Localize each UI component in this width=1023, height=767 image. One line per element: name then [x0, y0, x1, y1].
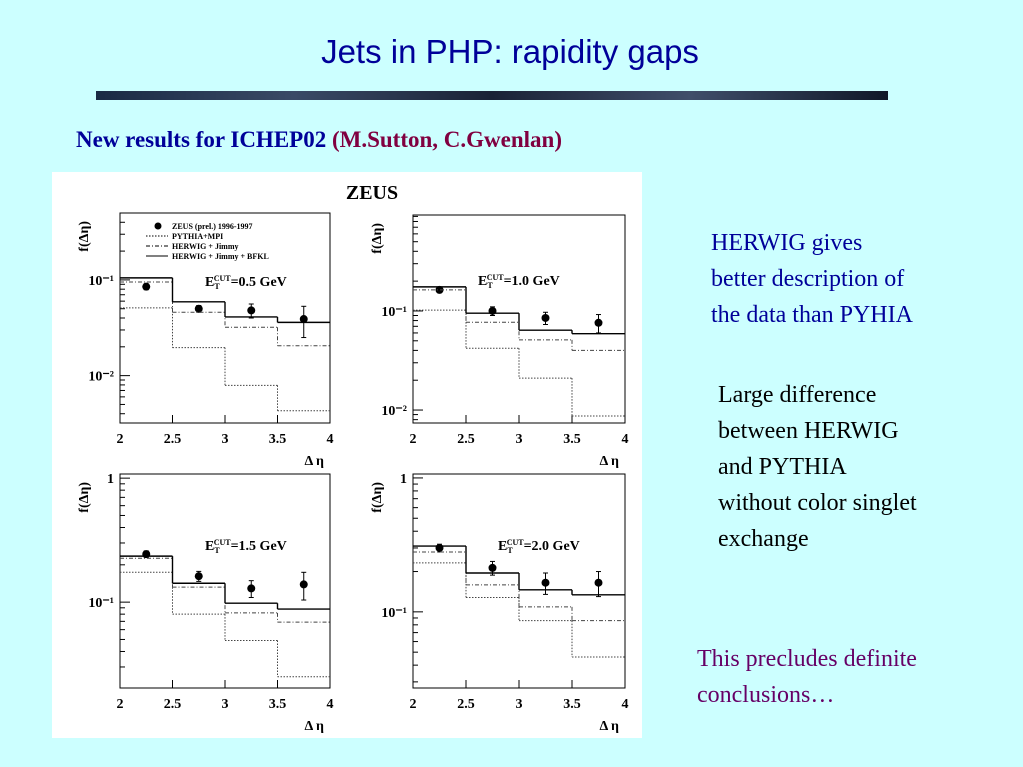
annotation: ETCUT=1.5 GeV: [205, 538, 287, 555]
y-axis-label: f(Δη): [77, 482, 92, 513]
data-point: [488, 563, 497, 572]
y-axis-label: f(Δη): [370, 482, 385, 513]
x-tick-label: 3.5: [563, 432, 581, 447]
x-tick-label: 2.5: [457, 432, 475, 447]
x-axis-label: Δ η: [305, 719, 325, 734]
note-line: the data than PYHIA: [711, 302, 914, 328]
data-point: [247, 584, 256, 593]
annotation-sup: CUT: [487, 273, 505, 282]
annotation-sub: T: [507, 546, 513, 555]
title-rule: [96, 91, 888, 100]
annotation-sup: CUT: [507, 538, 525, 547]
data-point: [594, 578, 603, 587]
annotation-sup: CUT: [214, 274, 232, 283]
subtitle-authors: (M.Sutton, C.Gwenlan): [332, 127, 562, 152]
note-line: This precludes definite: [697, 646, 917, 672]
data-point: [142, 282, 151, 291]
note-line: HERWIG gives: [711, 230, 862, 256]
annotation-sub: T: [214, 546, 220, 555]
x-tick-label: 3.5: [563, 697, 581, 712]
x-tick-label: 2.5: [457, 697, 475, 712]
x-tick-label: 3: [516, 697, 523, 712]
annotation-text: =1.0 GeV: [504, 274, 560, 289]
y-tick-label: 1: [107, 472, 114, 487]
note-line: Large difference: [718, 382, 876, 408]
annotation-sup: CUT: [214, 538, 232, 547]
slide-title: Jets in PHP: rapidity gaps: [321, 33, 699, 70]
annotation: ETCUT=0.5 GeV: [205, 274, 287, 291]
annotation-symbol: E: [205, 539, 214, 554]
annotation: ETCUT=2.0 GeV: [498, 538, 580, 555]
data-point: [435, 543, 444, 552]
x-tick-label: 2.5: [164, 697, 182, 712]
y-tick-label: 10⁻¹: [88, 274, 114, 289]
figure-title: ZEUS: [346, 182, 398, 204]
legend-entry: HERWIG + Jimmy + BFKL: [172, 252, 269, 261]
data-point: [299, 315, 308, 324]
data-point: [541, 578, 550, 587]
annotation-sub: T: [487, 281, 493, 290]
x-tick-label: 4: [327, 697, 334, 712]
annotation-symbol: E: [205, 275, 214, 290]
x-tick-label: 2: [117, 697, 124, 712]
note-line: exchange: [718, 526, 809, 552]
x-tick-label: 3: [516, 432, 523, 447]
x-tick-label: 2.5: [164, 432, 182, 447]
y-axis-label: f(Δη): [77, 221, 92, 252]
y-tick-label: 1: [400, 472, 407, 487]
data-point: [594, 318, 603, 327]
annotation-text: =0.5 GeV: [231, 275, 287, 290]
data-point: [435, 285, 444, 294]
y-tick-label: 10⁻¹: [88, 596, 114, 611]
data-point: [194, 304, 203, 313]
x-axis-label: Δ η: [600, 719, 620, 734]
x-tick-label: 2: [117, 432, 124, 447]
subtitle-main: New results for ICHEP02: [76, 127, 326, 152]
x-tick-label: 3.5: [269, 432, 287, 447]
x-tick-label: 3.5: [269, 697, 287, 712]
x-axis-label: Δ η: [600, 454, 620, 469]
annotation-symbol: E: [498, 539, 507, 554]
x-tick-label: 2: [410, 697, 417, 712]
y-tick-label: 10⁻²: [381, 404, 407, 419]
annotation-text: =2.0 GeV: [524, 539, 580, 554]
legend-entry: HERWIG + Jimmy: [172, 242, 239, 251]
subtitle: New results for ICHEP02 (M.Sutton, C.Gwe…: [76, 127, 562, 152]
data-point: [541, 313, 550, 322]
x-tick-label: 3: [222, 697, 229, 712]
data-point: [194, 572, 203, 581]
x-tick-label: 4: [622, 697, 629, 712]
figure: [52, 172, 642, 738]
note-line: and PYTHIA: [718, 454, 847, 480]
note-line: without color singlet: [718, 490, 917, 516]
annotation-sub: T: [214, 282, 220, 291]
data-point: [299, 580, 308, 589]
annotation: ETCUT=1.0 GeV: [478, 273, 560, 290]
x-tick-label: 4: [622, 432, 629, 447]
note-line: better description of: [711, 266, 904, 292]
data-point: [247, 306, 256, 315]
legend-marker: [154, 222, 162, 230]
annotation-symbol: E: [478, 274, 487, 289]
x-tick-label: 4: [327, 432, 334, 447]
data-point: [142, 550, 151, 559]
x-axis-label: Δ η: [305, 454, 325, 469]
x-tick-label: 3: [222, 432, 229, 447]
y-tick-label: 10⁻²: [88, 370, 114, 385]
legend-entry: ZEUS (prel.) 1996-1997: [172, 222, 253, 231]
y-tick-label: 10⁻¹: [381, 606, 407, 621]
note-line: between HERWIG: [718, 418, 899, 444]
y-tick-label: 10⁻¹: [381, 305, 407, 320]
note-line: conclusions…: [697, 682, 834, 708]
annotation-text: =1.5 GeV: [231, 539, 287, 554]
legend-entry: PYTHIA+MPI: [172, 232, 223, 241]
y-axis-label: f(Δη): [370, 223, 385, 254]
x-tick-label: 2: [410, 432, 417, 447]
